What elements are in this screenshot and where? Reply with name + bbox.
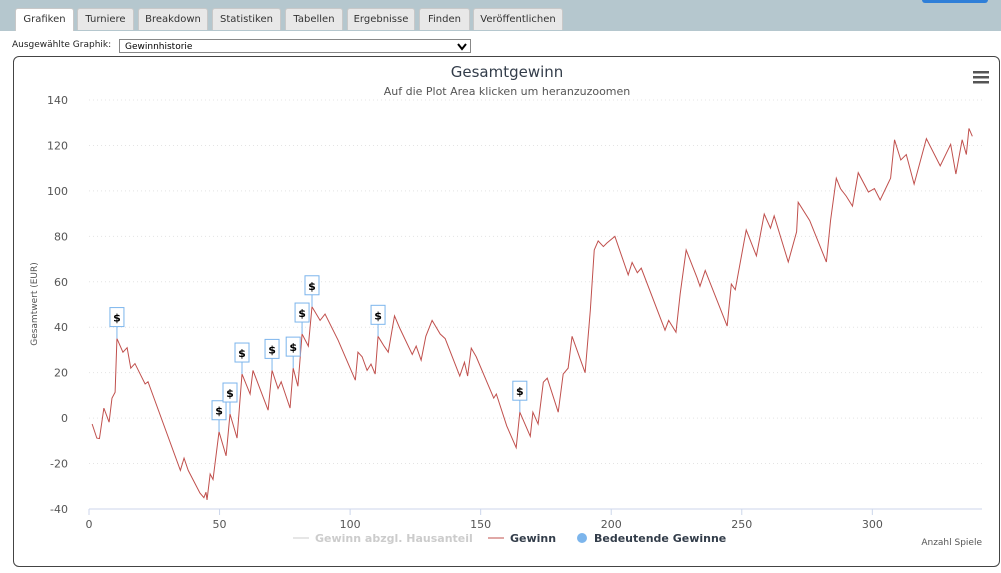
flag-marker	[370, 304, 386, 325]
tab[interactable]: Tabellen	[285, 8, 343, 30]
y-tick-label: 60	[54, 276, 68, 289]
line	[91, 128, 973, 500]
selector[interactable]: Gewinnhistorie	[119, 39, 471, 53]
flag: $	[512, 380, 528, 413]
tab[interactable]: Veröffentlichen	[473, 8, 563, 30]
flag-label: $	[289, 341, 297, 354]
flag-label: $	[516, 385, 524, 398]
y-tick-label: 20	[54, 367, 68, 380]
flag-label: $	[238, 347, 246, 360]
tab[interactable]: Turniere	[77, 8, 134, 30]
y-tick-label: -40	[50, 503, 68, 516]
flag-marker	[304, 275, 320, 296]
selector-label: Ausgewählte Graphik:	[12, 40, 112, 50]
tab[interactable]: Ergebnisse	[347, 8, 415, 30]
x-axis-label: Anzahl Spiele	[921, 538, 982, 548]
flag: $	[234, 342, 250, 375]
menu-icon[interactable]	[973, 71, 989, 84]
tab[interactable]: Statistiken	[212, 8, 281, 30]
y-tick-label: 120	[47, 139, 68, 152]
flag-marker	[222, 382, 238, 403]
legend-item[interactable]: Gewinn	[488, 532, 556, 545]
flag-label: $	[113, 312, 121, 325]
chart-title: Gesamtgewinn	[451, 63, 564, 81]
y-tick-label: 40	[54, 321, 68, 334]
y-tick-label: 140	[47, 94, 68, 107]
x-tick-label: 0	[86, 518, 93, 531]
x-tick-label: 50	[213, 518, 227, 531]
flag-label: $	[215, 405, 223, 418]
flag-marker	[512, 380, 528, 401]
button[interactable]	[922, 0, 988, 3]
flag-marker	[211, 400, 227, 421]
chart-frame	[13, 56, 1000, 567]
flag: $	[294, 302, 310, 335]
legend-item[interactable]: Gewinn abzgl. Hausanteil	[293, 532, 473, 545]
tab[interactable]: Finden	[419, 8, 470, 30]
x-tick-label: 100	[340, 518, 361, 531]
flag-marker	[285, 336, 301, 357]
flag: $	[222, 382, 238, 415]
legend-label: Bedeutende Gewinne	[594, 532, 726, 545]
x-tick-label: 200	[601, 518, 622, 531]
chart-subtitle: Auf die Plot Area klicken um heranzuzoom…	[384, 85, 631, 98]
flag-marker	[294, 302, 310, 323]
y-axis-label: Gesamtwert (EUR)	[30, 262, 40, 346]
x-tick-label: 250	[731, 518, 752, 531]
y-tick-label: -20	[50, 458, 68, 471]
legend-item[interactable]: Bedeutende Gewinne	[577, 532, 726, 545]
flag: $	[285, 336, 301, 369]
tab[interactable]: Grafiken	[15, 8, 74, 31]
flag: $	[304, 275, 320, 307]
legend-label: Gewinn abzgl. Hausanteil	[315, 532, 473, 545]
x-tick-label: 300	[862, 518, 883, 531]
flag: $	[109, 307, 125, 339]
flag-label: $	[374, 309, 382, 322]
tab[interactable]: Breakdown	[138, 8, 208, 30]
selector-value: Gewinnhistorie	[125, 42, 193, 52]
legend-symbol	[577, 533, 587, 543]
flag-label: $	[298, 307, 306, 320]
flag-marker	[264, 338, 280, 359]
y-tick-label: 0	[61, 412, 68, 425]
flag-marker	[109, 307, 125, 328]
flag-label: $	[268, 343, 276, 356]
flag-label: $	[226, 387, 234, 400]
legend-label: Gewinn	[510, 532, 556, 545]
y-tick-label: 100	[47, 185, 68, 198]
x-tick-label: 150	[470, 518, 491, 531]
flag: $	[264, 338, 280, 371]
y-tick-label: 80	[54, 230, 68, 243]
flag-marker	[234, 342, 250, 363]
flag-label: $	[308, 280, 316, 293]
flag: $	[370, 304, 386, 337]
dropdown-arrow	[457, 43, 467, 51]
flag: $	[211, 400, 227, 432]
